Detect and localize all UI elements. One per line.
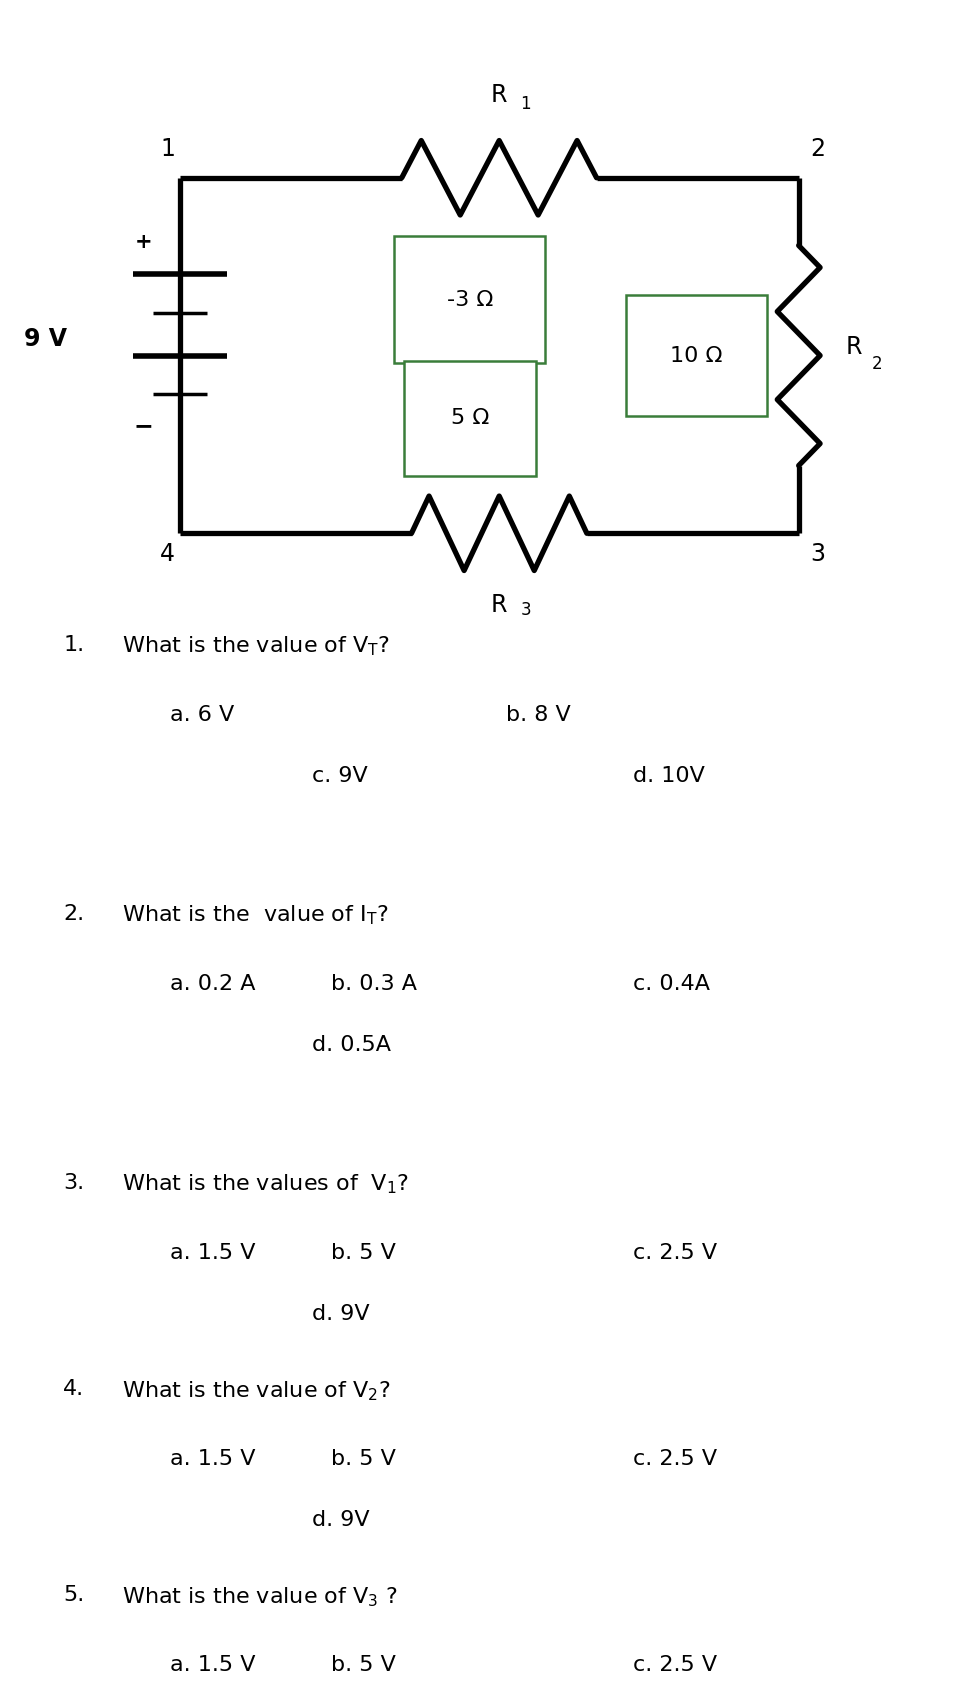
Text: 2.: 2. xyxy=(63,904,85,924)
Text: 3: 3 xyxy=(810,542,825,565)
Text: d. 9V: d. 9V xyxy=(312,1510,369,1530)
Text: What is the value of V$_{\mathrm{T}}$?: What is the value of V$_{\mathrm{T}}$? xyxy=(122,635,390,659)
Text: c. 2.5 V: c. 2.5 V xyxy=(633,1243,717,1263)
Text: c. 9V: c. 9V xyxy=(312,767,367,786)
Text: b. 5 V: b. 5 V xyxy=(331,1656,396,1674)
Text: 9 V: 9 V xyxy=(24,327,67,350)
Text: b. 5 V: b. 5 V xyxy=(331,1243,396,1263)
Text: a. 1.5 V: a. 1.5 V xyxy=(170,1656,256,1674)
Text: 3: 3 xyxy=(520,601,531,620)
Text: +: + xyxy=(134,232,152,252)
Text: d. 10V: d. 10V xyxy=(633,767,705,786)
Text: ‑3 Ω: ‑3 Ω xyxy=(447,290,493,310)
Text: What is the value of V$_{\mathrm{2}}$?: What is the value of V$_{\mathrm{2}}$? xyxy=(122,1380,391,1402)
Text: b. 5 V: b. 5 V xyxy=(331,1449,396,1470)
Text: c. 0.4A: c. 0.4A xyxy=(633,973,710,994)
FancyBboxPatch shape xyxy=(394,235,545,362)
Text: d. 9V: d. 9V xyxy=(312,1304,369,1324)
Text: a. 1.5 V: a. 1.5 V xyxy=(170,1449,256,1470)
Text: 1: 1 xyxy=(520,95,531,113)
FancyBboxPatch shape xyxy=(404,361,536,476)
Text: d. 0.5A: d. 0.5A xyxy=(312,1034,391,1055)
Text: What is the  value of I$_{\mathrm{T}}$?: What is the value of I$_{\mathrm{T}}$? xyxy=(122,904,389,928)
Text: a. 1.5 V: a. 1.5 V xyxy=(170,1243,256,1263)
Text: 2: 2 xyxy=(872,356,882,372)
Text: R: R xyxy=(491,83,507,107)
FancyBboxPatch shape xyxy=(625,295,768,416)
Text: c. 2.5 V: c. 2.5 V xyxy=(633,1656,717,1674)
Text: a. 6 V: a. 6 V xyxy=(170,704,235,725)
Text: 4: 4 xyxy=(161,542,175,565)
Text: 10 Ω: 10 Ω xyxy=(670,345,723,366)
Text: 1.: 1. xyxy=(63,635,85,655)
Text: b. 0.3 A: b. 0.3 A xyxy=(331,973,417,994)
Text: 5.: 5. xyxy=(63,1585,85,1605)
Text: What is the values of  V$_{\mathrm{1}}$?: What is the values of V$_{\mathrm{1}}$? xyxy=(122,1173,409,1197)
Text: 1: 1 xyxy=(161,137,175,161)
Text: What is the value of V$_{\mathrm{3}}$ ?: What is the value of V$_{\mathrm{3}}$ ? xyxy=(122,1585,397,1608)
Text: a. 0.2 A: a. 0.2 A xyxy=(170,973,256,994)
Text: 2: 2 xyxy=(810,137,825,161)
Text: −: − xyxy=(133,415,153,438)
Text: c. 2.5 V: c. 2.5 V xyxy=(633,1449,717,1470)
Text: R: R xyxy=(845,335,862,359)
Text: 5 Ω: 5 Ω xyxy=(451,408,489,428)
Text: b. 8 V: b. 8 V xyxy=(506,704,571,725)
Text: 4.: 4. xyxy=(63,1380,85,1398)
Text: R: R xyxy=(491,593,507,616)
Text: 3.: 3. xyxy=(63,1173,85,1194)
